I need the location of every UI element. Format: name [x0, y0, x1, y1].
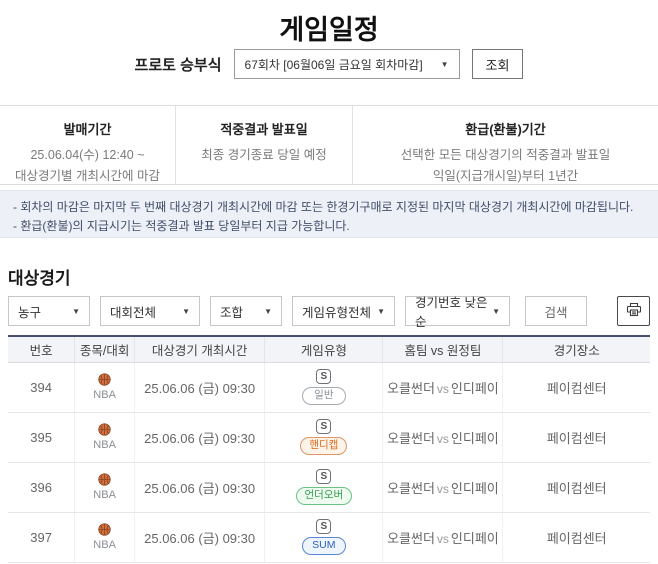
col-teams: 홈팀 vs 원정팀: [382, 336, 503, 363]
home-team: 오클썬더: [387, 430, 435, 446]
sort-select[interactable]: 경기번호 낮은순 ▼: [405, 296, 510, 329]
away-team: 인디페이: [450, 430, 499, 446]
col-number: 번호: [8, 336, 75, 363]
chevron-down-icon: ▼: [264, 306, 272, 316]
match-time: 25.06.06 (금) 09:30: [133, 412, 265, 463]
table-row: 395 NBA 25.06.06 (금) 09:30 S 핸디캡 오클썬더 vs 인…: [8, 412, 650, 463]
info-line: 대상경기별 개최시간에 마감: [15, 168, 160, 183]
table-header-row: 번호 종목/대회 대상경기 개최시간 게임유형 홈팀 vs 원정팀 경기장소: [8, 336, 650, 363]
table-row: 397 NBA 25.06.06 (금) 09:30 S SUM 오클썬더 vs 인…: [8, 512, 650, 563]
match-time: 25.06.06 (금) 09:30: [133, 512, 265, 563]
league-select[interactable]: 대회전체 ▼: [100, 296, 200, 326]
league-label: NBA: [93, 439, 116, 451]
search-button[interactable]: 검색: [525, 296, 587, 326]
basketball-icon: [98, 423, 111, 438]
teams-cell: 오클썬더 vs 인디페이: [382, 362, 503, 413]
query-button[interactable]: 조회: [471, 49, 524, 79]
teams-cell: 오클썬더 vs 인디페이: [382, 462, 503, 513]
chevron-down-icon: ▼: [440, 59, 449, 69]
game-type-badge: 핸디캡: [300, 436, 348, 456]
away-team: 인디페이: [450, 380, 499, 396]
match-time: 25.06.06 (금) 09:30: [133, 362, 265, 413]
info-title: 환급(환불)기간: [465, 122, 546, 137]
game-type-badge: SUM: [301, 536, 346, 556]
basketball-icon: [98, 373, 111, 388]
info-line: 익일(지급개시일)부터 1년간: [432, 168, 579, 183]
venue: 페이컴센터: [502, 462, 650, 513]
chevron-down-icon: ▼: [492, 306, 500, 316]
round-select-value: 67회차 [06월06일 금요일 회차마감]: [244, 57, 423, 72]
chevron-down-icon: ▼: [377, 306, 385, 316]
away-team: 인디페이: [450, 530, 499, 546]
games-table: 번호 종목/대회 대상경기 개최시간 게임유형 홈팀 vs 원정팀 경기장소 3…: [8, 335, 650, 563]
round-query-bar: 프로토 승부식 67회차 [06월06일 금요일 회차마감] ▼ 조회: [0, 49, 658, 79]
home-team: 오클썬더: [387, 530, 435, 546]
single-badge: S: [316, 368, 332, 384]
print-button[interactable]: [617, 296, 650, 326]
match-number: 394: [8, 362, 75, 413]
match-number: 396: [8, 462, 75, 513]
notice-line: - 환급(환불)의 지급시기는 적중결과 발표 당일부터 지급 가능합니다.: [13, 218, 350, 233]
league-label: NBA: [93, 539, 116, 551]
round-select[interactable]: 67회차 [06월06일 금요일 회차마감] ▼: [233, 49, 460, 79]
chevron-down-icon: ▼: [182, 306, 190, 316]
info-line: 최종 경기종료 당일 예정: [201, 148, 327, 162]
notice-box: - 회차의 마감은 마지막 두 번째 대상경기 개최시간에 마감 또는 한경기구…: [0, 190, 658, 238]
home-team: 오클썬더: [387, 480, 435, 496]
info-col-result-date: 적중결과 발표일 최종 경기종료 당일 예정: [175, 106, 352, 184]
teams-cell: 오클썬더 vs 인디페이: [382, 412, 503, 463]
col-game-type: 게임유형: [264, 336, 383, 363]
info-line: 선택한 모든 대상경기의 적중결과 발표일: [400, 148, 611, 162]
home-team: 오클썬더: [387, 380, 435, 396]
teams-cell: 오클썬더 vs 인디페이: [382, 512, 503, 563]
col-start-time: 대상경기 개최시간: [133, 336, 265, 363]
venue: 페이컴센터: [502, 512, 650, 563]
away-team: 인디페이: [450, 480, 499, 496]
filter-bar: 농구 ▼ 대회전체 ▼ 조합 ▼ 게임유형전체 ▼ 경기번호 낮은순 ▼ 검색: [8, 296, 650, 329]
table-row: 394 NBA 25.06.06 (금) 09:30 S 일반 오클썬더 vs 인디…: [8, 362, 650, 413]
info-col-sale-period: 발매기간 25.06.04(수) 12:40 ~ 대상경기별 개최시간에 마감: [0, 106, 175, 184]
game-type-select[interactable]: 게임유형전체 ▼: [292, 296, 395, 326]
sport-select[interactable]: 농구 ▼: [8, 296, 90, 326]
info-title: 발매기간: [63, 122, 112, 137]
col-sport-league: 종목/대회: [74, 336, 135, 363]
venue: 페이컴센터: [502, 412, 650, 463]
basketball-icon: [98, 473, 111, 488]
chevron-down-icon: ▼: [72, 306, 80, 316]
printer-icon: [626, 302, 642, 320]
notice-line: - 회차의 마감은 마지막 두 번째 대상경기 개최시간에 마감 또는 한경기구…: [13, 200, 634, 214]
league-label: NBA: [93, 489, 116, 501]
match-number: 397: [8, 512, 75, 563]
page-title: 게임일정: [279, 15, 379, 45]
sale-info-strip: 발매기간 25.06.04(수) 12:40 ~ 대상경기별 개최시간에 마감 …: [0, 105, 658, 185]
single-badge: S: [316, 468, 332, 484]
target-games-title: 대상경기: [8, 269, 71, 288]
vs-label: vs: [436, 531, 449, 546]
info-line: 25.06.04(수) 12:40 ~: [30, 148, 145, 162]
proto-label: 프로토 승부식: [134, 56, 222, 74]
match-time: 25.06.06 (금) 09:30: [133, 462, 265, 513]
col-venue: 경기장소: [502, 336, 650, 363]
league-label: NBA: [93, 389, 116, 401]
game-type-badge: 일반: [301, 386, 346, 406]
combo-select[interactable]: 조합 ▼: [210, 296, 282, 326]
single-badge: S: [316, 518, 332, 534]
basketball-icon: [98, 523, 111, 538]
venue: 페이컴센터: [502, 362, 650, 413]
vs-label: vs: [436, 431, 449, 446]
vs-label: vs: [436, 381, 449, 396]
match-number: 395: [8, 412, 75, 463]
info-title: 적중결과 발표일: [220, 122, 308, 137]
info-col-refund-period: 환급(환불)기간 선택한 모든 대상경기의 적중결과 발표일 익일(지급개시일)…: [352, 106, 658, 184]
table-row: 396 NBA 25.06.06 (금) 09:30 S 언더오버 오클썬더 vs…: [8, 462, 650, 513]
game-type-badge: 언더오버: [295, 486, 353, 506]
single-badge: S: [316, 418, 332, 434]
vs-label: vs: [436, 481, 449, 496]
